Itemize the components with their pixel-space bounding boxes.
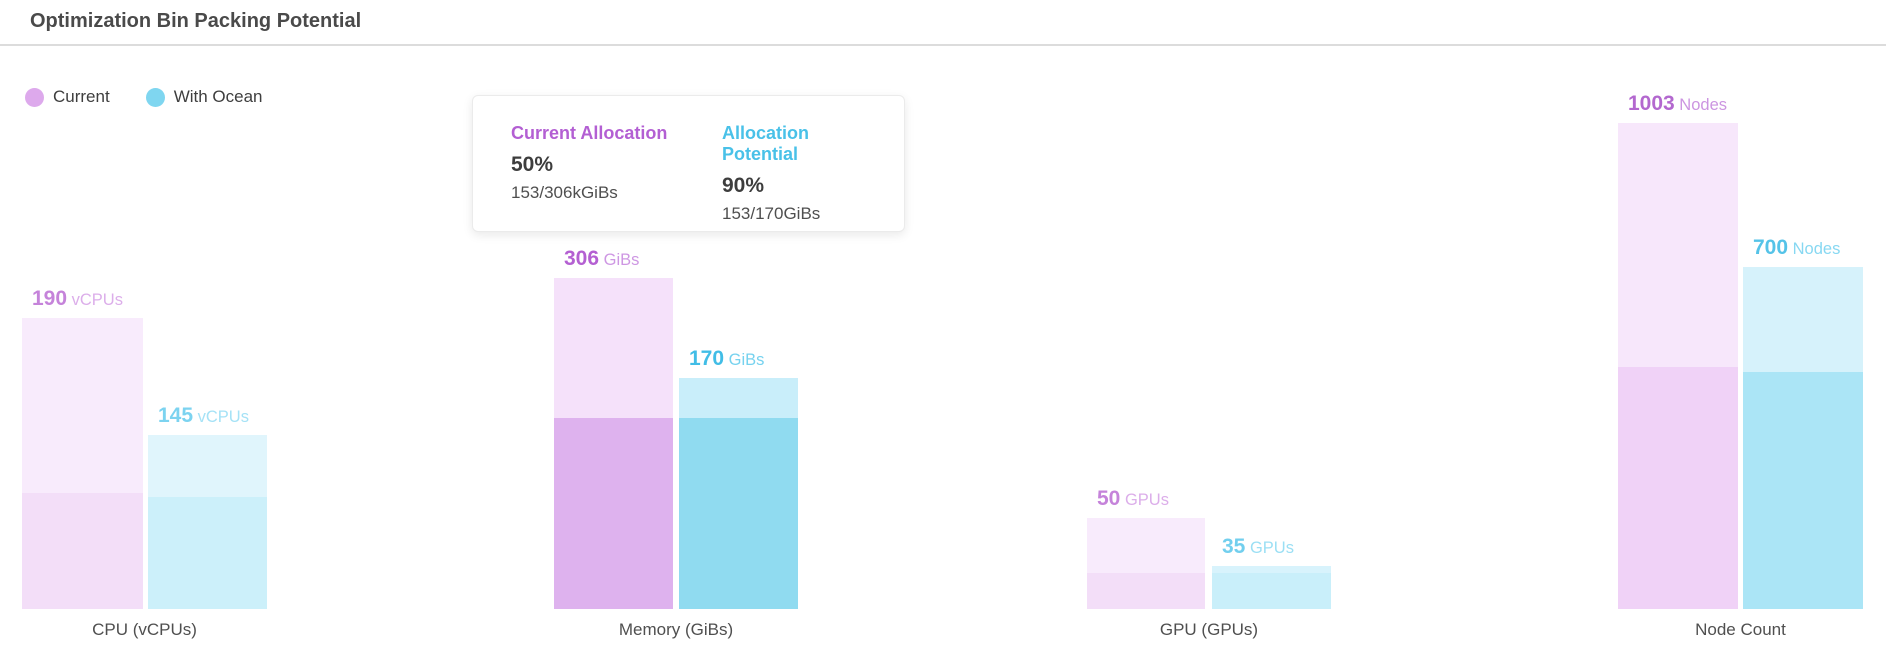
bar-value-unit: Nodes [1788,240,1841,258]
axis-label-memory-gibs: Memory (GiBs) [618,620,734,639]
bar-value-unit: GiBs [599,251,640,269]
legend-label-current: Current [53,87,110,106]
bar-value-label-cpu-vcpus-with-ocean: 145 vCPUs [158,405,249,426]
tooltip-percent-current: 50% [511,153,554,176]
bar-value-number: 700 [1753,236,1789,259]
bar-gpu-gpus-with-ocean[interactable] [1212,566,1331,609]
bar-value-number: 306 [564,247,600,270]
tooltip-column-potential: Allocation Potential 90% 153/170GiBs [722,123,887,231]
bar-value-number: 170 [689,347,725,370]
bar-value-label-memory-gibs-current: 306 GiBs [564,248,639,269]
bar-value-label-cpu-vcpus-current: 190 vCPUs [32,288,123,309]
bar-value-number: 1003 [1628,92,1675,115]
bar-memory-gibs-current[interactable] [554,278,673,609]
page-title: Optimization Bin Packing Potential [30,10,362,32]
bar-cpu-vcpus-with-ocean[interactable] [148,435,267,609]
bar-fill-node-count-with-ocean [1743,372,1863,609]
bar-value-unit: Nodes [1674,96,1727,114]
bar-memory-gibs-with-ocean[interactable] [679,378,798,609]
allocation-tooltip: Current Allocation 50% 153/306kGiBs Allo… [472,95,905,232]
bar-fill-memory-gibs-current [554,418,673,609]
bar-cpu-vcpus-current[interactable] [22,318,143,609]
tooltip-column-current: Current Allocation 50% 153/306kGiBs [511,123,676,231]
axis-label-node-count: Node Count [1695,620,1786,639]
legend-swatch-current-icon [25,87,44,107]
bar-fill-gpu-gpus-with-ocean [1212,573,1331,609]
bar-fill-gpu-gpus-current [1087,573,1205,609]
axis-label-cpu-vcpus: CPU (vCPUs) [92,620,197,639]
tooltip-percent-potential: 90% [722,174,765,197]
axis-label-gpu-gpus: GPU (GPUs) [1159,620,1259,639]
bar-value-unit: vCPUs [193,408,249,426]
panel-header: Optimization Bin Packing Potential [0,0,1886,46]
bar-fill-node-count-current [1618,367,1738,609]
bar-value-number: 190 [32,287,68,310]
bar-value-unit: GPUs [1245,539,1294,557]
bar-node-count-current[interactable] [1618,123,1738,609]
legend-label-with-ocean: With Ocean [173,87,263,106]
bar-value-number: 35 [1222,535,1246,558]
bar-value-number: 50 [1097,487,1121,510]
bar-value-label-gpu-gpus-with-ocean: 35 GPUs [1222,536,1294,557]
tooltip-detail-potential: 153/170GiBs [722,204,821,223]
bar-value-unit: GiBs [724,351,765,369]
bar-value-label-memory-gibs-with-ocean: 170 GiBs [689,348,764,369]
bar-value-label-node-count-with-ocean: 700 Nodes [1753,237,1840,258]
bar-fill-cpu-vcpus-with-ocean [148,497,267,609]
tooltip-heading-current: Current Allocation [511,123,668,143]
tooltip-detail-current: 153/306kGiBs [511,183,618,202]
bar-node-count-with-ocean[interactable] [1743,267,1863,609]
bar-value-unit: GPUs [1120,491,1169,509]
bar-fill-memory-gibs-with-ocean [679,418,798,609]
legend-swatch-with-ocean-icon [145,87,165,107]
tooltip-heading-potential: Allocation Potential [722,123,810,164]
bar-gpu-gpus-current[interactable] [1087,518,1205,609]
legend-item-with-ocean[interactable]: With Ocean [145,87,263,107]
bar-value-number: 145 [158,404,194,427]
legend: Current With Ocean [25,87,263,107]
bar-value-unit: vCPUs [67,291,123,309]
bar-fill-cpu-vcpus-current [22,493,143,609]
bar-value-label-node-count-current: 1003 Nodes [1628,93,1727,114]
bar-value-label-gpu-gpus-current: 50 GPUs [1097,488,1169,509]
legend-item-current[interactable]: Current [25,87,110,107]
